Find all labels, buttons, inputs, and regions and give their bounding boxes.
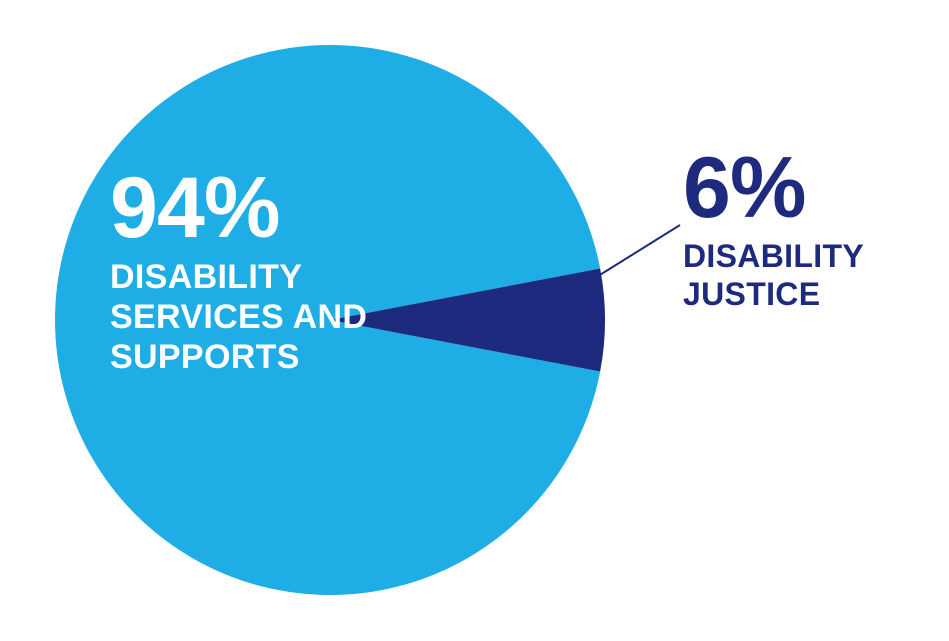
callout-line-disability-justice [595, 225, 680, 278]
pie-chart-stage: 94%DISABILITYSERVICES ANDSUPPORTS6%DISAB… [0, 0, 949, 641]
label-text-disability-justice-line1: JUSTICE [683, 275, 864, 313]
label-text-disability-justice-line0: DISABILITY [683, 237, 864, 275]
label-text-disability-services-and-supports-line1: SERVICES AND [110, 297, 367, 337]
label-disability-services-and-supports: 94% DISABILITYSERVICES ANDSUPPORTS [110, 165, 367, 377]
label-text-disability-services-and-supports-line0: DISABILITY [110, 257, 367, 297]
label-text-disability-services-and-supports-line2: SUPPORTS [110, 337, 367, 377]
label-pct-disability-services-and-supports: 94% [110, 165, 367, 251]
label-disability-justice: 6% DISABILITYJUSTICE [683, 145, 864, 313]
label-pct-disability-justice: 6% [683, 145, 864, 231]
